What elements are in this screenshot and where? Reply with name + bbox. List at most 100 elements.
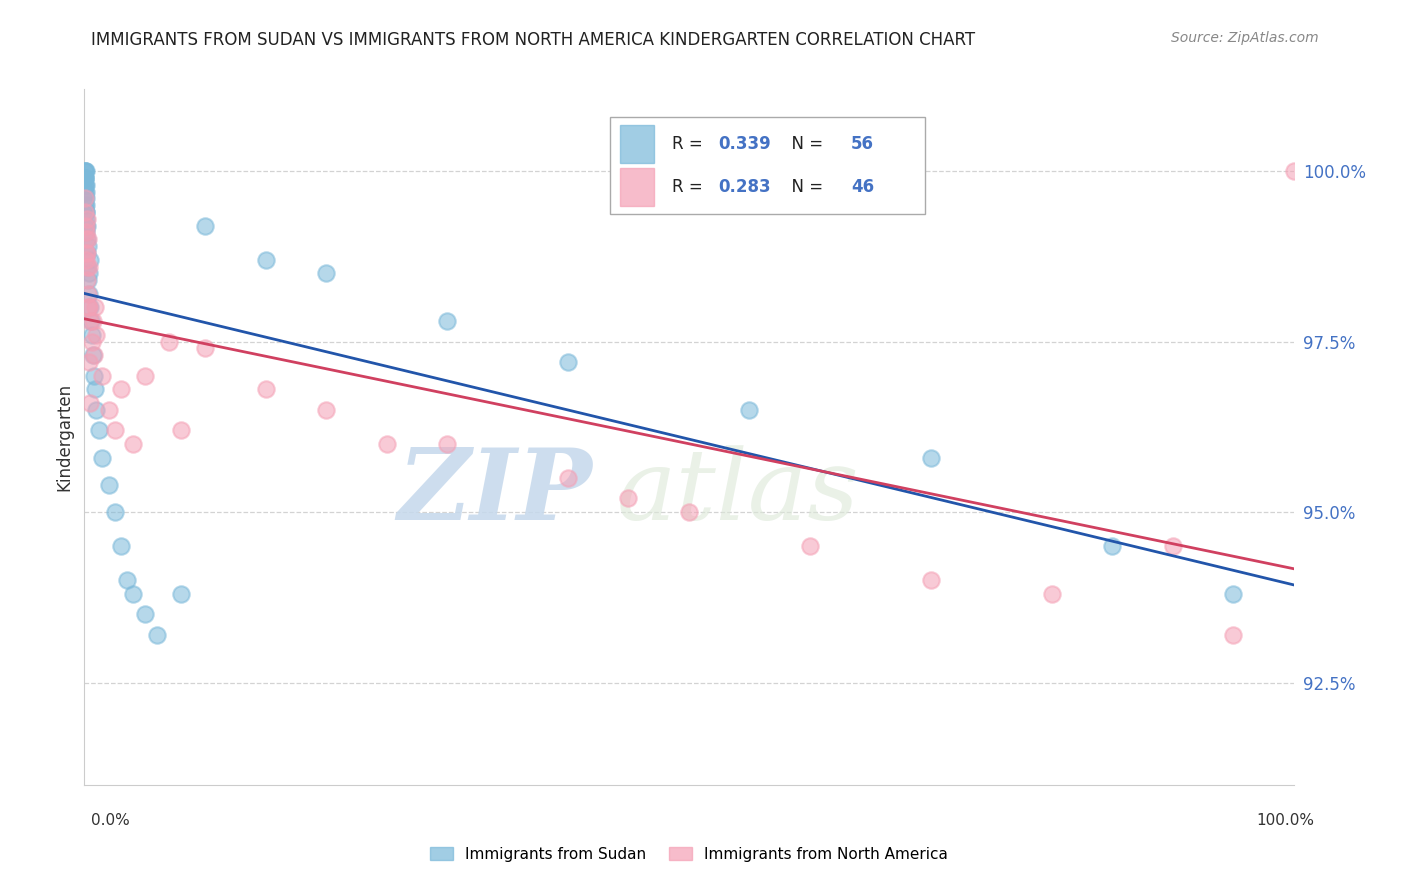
- Point: [104, 423, 127, 437]
- Point: [77, 239, 100, 253]
- Point: [73, 178, 96, 192]
- Point: [91, 368, 114, 383]
- Text: R =: R =: [672, 178, 709, 196]
- Point: [80, 314, 103, 328]
- Point: [76, 260, 98, 274]
- Point: [375, 437, 398, 451]
- Point: [97, 478, 120, 492]
- Point: [315, 402, 337, 417]
- Text: Source: ZipAtlas.com: Source: ZipAtlas.com: [1171, 31, 1319, 45]
- Point: [115, 574, 138, 588]
- Point: [76, 273, 98, 287]
- Point: [75, 191, 97, 205]
- Point: [75, 185, 97, 199]
- Point: [77, 355, 100, 369]
- Point: [75, 198, 97, 212]
- Point: [799, 539, 821, 553]
- Point: [84, 382, 107, 396]
- Point: [557, 355, 579, 369]
- Point: [73, 191, 96, 205]
- Point: [76, 219, 98, 233]
- Point: [87, 423, 110, 437]
- Text: R =: R =: [672, 136, 709, 153]
- Point: [75, 232, 97, 246]
- Point: [86, 327, 108, 342]
- Point: [82, 314, 104, 328]
- Point: [75, 252, 97, 267]
- Point: [75, 205, 97, 219]
- Text: ZIP: ZIP: [398, 444, 592, 541]
- Point: [170, 423, 193, 437]
- Point: [79, 314, 101, 328]
- Text: atlas: atlas: [616, 445, 859, 541]
- Point: [73, 164, 96, 178]
- Point: [170, 587, 193, 601]
- Point: [254, 252, 277, 267]
- Point: [436, 314, 458, 328]
- Point: [121, 587, 143, 601]
- Point: [77, 286, 100, 301]
- Point: [82, 348, 104, 362]
- Point: [678, 505, 700, 519]
- Text: 0.339: 0.339: [718, 136, 770, 153]
- Point: [1161, 539, 1184, 553]
- Point: [557, 471, 579, 485]
- Point: [77, 266, 100, 280]
- Text: 0.0%: 0.0%: [91, 814, 131, 828]
- Point: [76, 273, 98, 287]
- Point: [75, 205, 97, 219]
- Point: [73, 170, 96, 185]
- Text: N =: N =: [780, 178, 828, 196]
- Text: 100.0%: 100.0%: [1257, 814, 1315, 828]
- Text: IMMIGRANTS FROM SUDAN VS IMMIGRANTS FROM NORTH AMERICA KINDERGARTEN CORRELATION : IMMIGRANTS FROM SUDAN VS IMMIGRANTS FROM…: [91, 31, 976, 49]
- Point: [75, 219, 97, 233]
- Point: [79, 301, 101, 315]
- Point: [1222, 587, 1244, 601]
- Point: [86, 402, 108, 417]
- Point: [77, 286, 100, 301]
- Point: [1101, 539, 1123, 553]
- Point: [617, 491, 640, 506]
- Point: [77, 260, 100, 274]
- Point: [436, 437, 458, 451]
- Point: [75, 226, 97, 240]
- Point: [157, 334, 180, 349]
- Point: [75, 185, 97, 199]
- Point: [76, 246, 98, 260]
- Point: [1222, 628, 1244, 642]
- Point: [73, 164, 96, 178]
- Point: [73, 170, 96, 185]
- Point: [83, 368, 105, 383]
- Point: [75, 164, 97, 178]
- Point: [76, 232, 98, 246]
- Point: [134, 607, 156, 622]
- Point: [77, 301, 100, 315]
- Point: [91, 450, 114, 465]
- Point: [76, 246, 98, 260]
- Text: N =: N =: [780, 136, 828, 153]
- Point: [75, 246, 97, 260]
- Point: [76, 211, 98, 226]
- Bar: [620, 168, 654, 206]
- Text: 46: 46: [851, 178, 875, 196]
- Point: [76, 260, 98, 274]
- Point: [194, 219, 217, 233]
- Point: [134, 368, 156, 383]
- Point: [75, 178, 97, 192]
- Point: [76, 232, 98, 246]
- Point: [121, 437, 143, 451]
- Point: [75, 226, 97, 240]
- Point: [97, 402, 120, 417]
- Point: [83, 348, 105, 362]
- Point: [80, 327, 103, 342]
- Point: [75, 178, 97, 192]
- Bar: [620, 125, 654, 163]
- Point: [110, 539, 132, 553]
- Point: [146, 628, 169, 642]
- Text: 0.283: 0.283: [718, 178, 770, 196]
- Point: [75, 191, 97, 205]
- Legend: Immigrants from Sudan, Immigrants from North America: Immigrants from Sudan, Immigrants from N…: [423, 840, 955, 868]
- FancyBboxPatch shape: [610, 117, 925, 214]
- Point: [75, 198, 97, 212]
- Point: [84, 301, 107, 315]
